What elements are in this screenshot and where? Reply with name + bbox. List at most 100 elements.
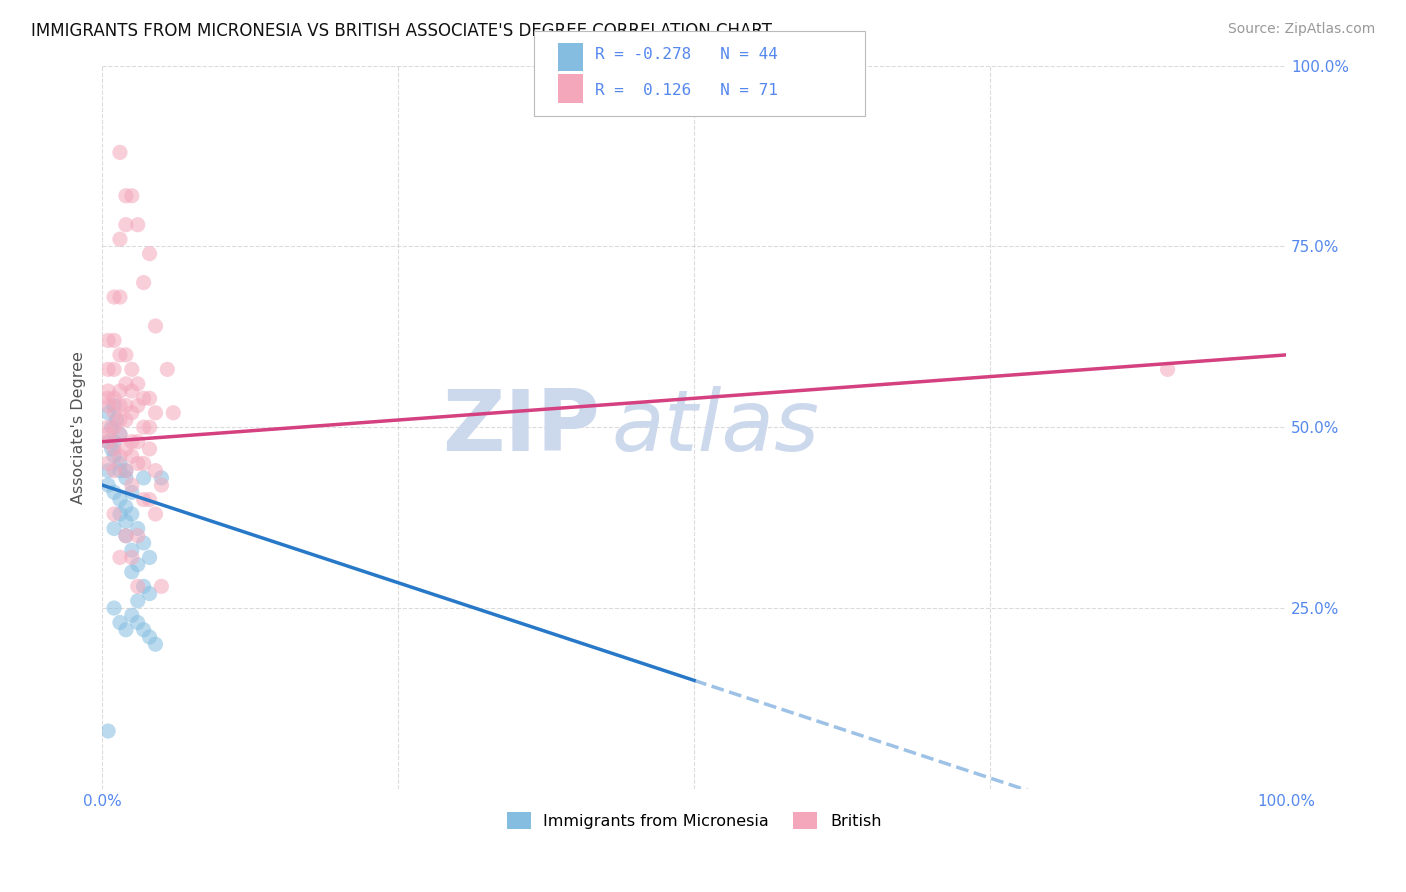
Point [138,492,160,507]
Point [108,384,131,398]
Point [132,276,155,290]
Point [145,406,167,420]
Point [97,457,120,471]
Point [100,420,122,434]
Point [127,615,149,630]
Point [145,464,167,478]
Point [121,188,143,202]
Point [127,579,149,593]
Point [108,457,131,471]
Point [105,413,128,427]
Point [132,457,155,471]
Point [97,427,120,442]
Text: R = -0.278   N = 44: R = -0.278 N = 44 [595,47,778,62]
Point [108,427,131,442]
Point [108,615,131,630]
Point [103,392,125,406]
Point [108,232,131,246]
Point [103,521,125,535]
Point [132,579,155,593]
Point [115,500,138,514]
Point [97,399,120,413]
Point [121,485,143,500]
Point [127,558,149,572]
Point [108,413,131,427]
Text: IMMIGRANTS FROM MICRONESIA VS BRITISH ASSOCIATE'S DEGREE CORRELATION CHART: IMMIGRANTS FROM MICRONESIA VS BRITISH AS… [31,22,772,40]
Point [145,637,167,651]
Point [121,608,143,623]
Point [108,492,131,507]
Point [121,478,143,492]
Point [97,478,120,492]
Point [138,442,160,456]
Point [1156,362,1178,376]
Point [103,442,125,456]
Point [121,550,143,565]
Point [103,290,125,304]
Y-axis label: Associate's Degree: Associate's Degree [72,351,86,504]
Point [115,529,138,543]
Text: Source: ZipAtlas.com: Source: ZipAtlas.com [1227,22,1375,37]
Text: R =  0.126   N = 71: R = 0.126 N = 71 [595,84,778,98]
Point [138,550,160,565]
Point [127,529,149,543]
Text: ZIP: ZIP [441,385,599,468]
Point [127,457,149,471]
Point [132,420,155,434]
Point [138,630,160,644]
Point [115,464,138,478]
Point [132,471,155,485]
Point [150,579,173,593]
Point [115,529,138,543]
Point [121,565,143,579]
Point [97,464,120,478]
Point [108,464,131,478]
Point [145,507,167,521]
Point [103,601,125,615]
Point [138,392,160,406]
Point [132,623,155,637]
Point [127,218,149,232]
Point [108,507,131,521]
Point [108,550,131,565]
Point [121,384,143,398]
Point [108,290,131,304]
Point [132,536,155,550]
Point [127,521,149,535]
Point [103,399,125,413]
Point [115,623,138,637]
Point [162,406,184,420]
Point [127,594,149,608]
Point [108,399,131,413]
Point [115,514,138,528]
Point [103,420,125,434]
Point [121,543,143,558]
Point [145,318,167,333]
Point [103,434,125,449]
Point [121,406,143,420]
Point [97,384,120,398]
Point [115,188,138,202]
Point [138,420,160,434]
Point [97,392,120,406]
Point [138,246,160,260]
Point [103,406,125,420]
Point [100,442,122,456]
Point [127,376,149,391]
Point [121,507,143,521]
Point [115,348,138,362]
Point [97,724,120,739]
Point [97,334,120,348]
Point [97,406,120,420]
Point [103,485,125,500]
Text: atlas: atlas [612,385,820,468]
Point [103,449,125,463]
Point [115,413,138,427]
Point [115,464,138,478]
Point [121,434,143,449]
Point [108,348,131,362]
Point [115,471,138,485]
Point [121,449,143,463]
Point [97,434,120,449]
Point [127,399,149,413]
